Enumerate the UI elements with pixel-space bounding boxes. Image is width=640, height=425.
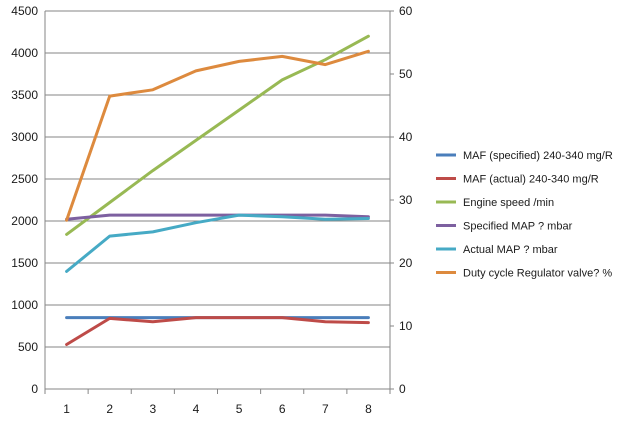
legend-label: Engine speed /min (463, 197, 554, 209)
x-tick-label: 6 (279, 402, 286, 416)
gridlines (45, 10, 390, 348)
series-lines (65, 34, 370, 346)
series-line-2 (65, 316, 370, 346)
y-right-tick-label: 60 (399, 4, 413, 18)
series-line-6 (65, 49, 370, 222)
y-right-tick-label: 0 (399, 382, 406, 396)
y-left-tick-label: 4500 (11, 4, 38, 18)
y-right-tick-label: 40 (399, 130, 413, 144)
series-line-4 (65, 213, 370, 221)
y-right-tick-label: 50 (399, 67, 413, 81)
x-tick-label: 8 (365, 402, 372, 416)
legend-label: Specified MAP ? mbar (463, 221, 573, 233)
y-left-tick-label: 1500 (11, 256, 38, 270)
x-tick-label: 3 (149, 402, 156, 416)
y-left-tick-label: 1000 (11, 298, 38, 312)
y-right-tick-label: 30 (399, 193, 413, 207)
legend-label: MAF (actual) 240-340 mg/R (463, 174, 599, 186)
y-right-tick-label: 10 (399, 319, 413, 333)
x-tick-label: 2 (106, 402, 113, 416)
axes: 0 500 1000 1500 2000 2500 3000 3500 4000 4500 0 10 2… (11, 4, 412, 416)
x-tick-label: 1 (63, 402, 70, 416)
y-left-tick-label: 500 (18, 340, 38, 354)
y-left-tick-label: 4000 (11, 46, 38, 60)
legend-label: Actual MAP ? mbar (463, 244, 558, 256)
legend: MAF (specified) 240-340 mg/R MAF (actual)… (436, 150, 613, 280)
x-tick-label: 5 (236, 402, 243, 416)
x-tick-label: 7 (322, 402, 329, 416)
x-tick-label: 4 (193, 402, 200, 416)
y-left-tick-label: 0 (31, 382, 38, 396)
y-left-tick-label: 2000 (11, 214, 38, 228)
y-right-tick-label: 20 (399, 256, 413, 270)
y-left-tick-label: 3500 (11, 88, 38, 102)
y-left-tick-label: 3000 (11, 130, 38, 144)
y-left-tick-label: 2500 (11, 172, 38, 186)
series-line-5 (65, 213, 370, 273)
legend-label: MAF (specified) 240-340 mg/R (463, 150, 613, 162)
legend-label: Duty cycle Regulator valve? % (463, 268, 612, 280)
